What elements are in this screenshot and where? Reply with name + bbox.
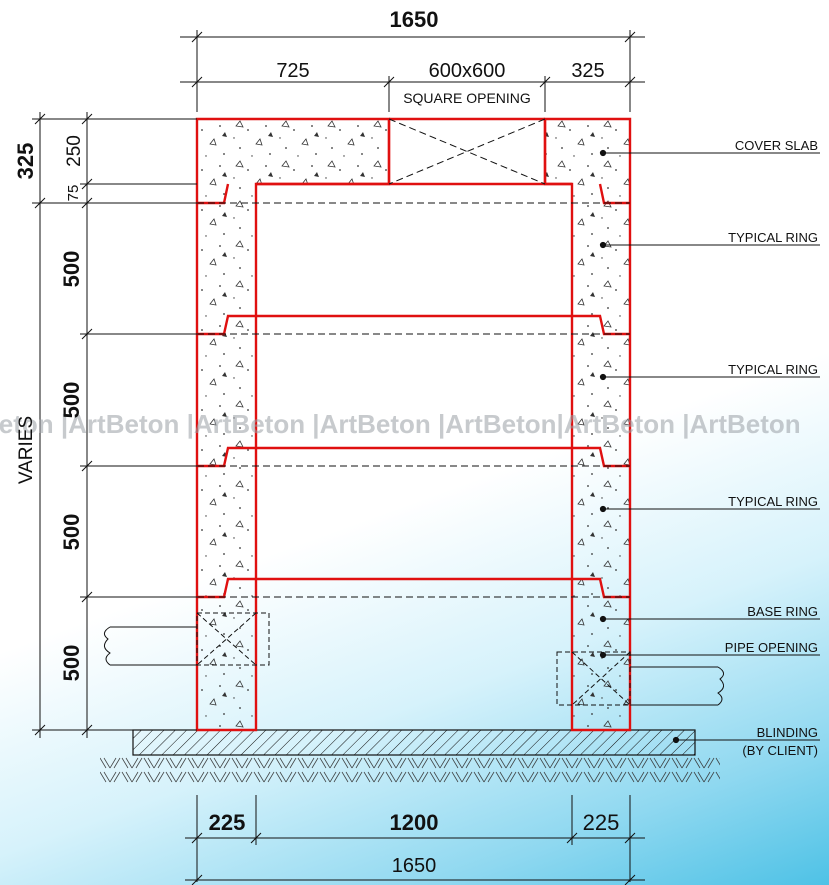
slab-total-dim: 325 [13, 143, 38, 180]
label-base-ring: BASE RING [747, 604, 818, 619]
ring-height-dim-2: 500 [59, 382, 84, 419]
bottom-mid-dim: 1200 [390, 810, 439, 835]
top-dimension-lines [180, 30, 645, 112]
label-blinding: BLINDING [757, 725, 818, 740]
label-typical-ring-3: TYPICAL RING [728, 494, 818, 509]
blinding-layer [132, 729, 696, 756]
concrete-fill [197, 119, 630, 730]
ring-height-dim-4: 500 [59, 645, 84, 682]
label-blinding-by-client: (BY CLIENT) [742, 743, 818, 758]
label-typical-ring-1: TYPICAL RING [728, 230, 818, 245]
joint-dashed-lines [197, 202, 630, 598]
top-right-dim: 325 [571, 60, 604, 82]
ring-height-dim-3: 500 [59, 514, 84, 551]
bottom-total-dim: 1650 [392, 855, 437, 877]
bottom-dimension-lines [185, 795, 645, 885]
bottom-right-dim: 225 [583, 810, 620, 835]
soil-hatch [100, 755, 720, 785]
top-total-dim: 1650 [390, 7, 439, 32]
varies-dim: VARIES [16, 416, 37, 484]
leader-lines [599, 149, 820, 744]
pipe-opening-right [556, 651, 724, 706]
top-opening-dim: 600x600 [429, 60, 506, 82]
slab-step-dim: 75 [65, 185, 82, 202]
label-cover-slab: COVER SLAB [735, 138, 818, 153]
top-left-dim: 725 [276, 60, 309, 82]
left-dimension-lines [32, 112, 197, 738]
square-opening-note: SQUARE OPENING [403, 90, 531, 106]
label-pipe-opening: PIPE OPENING [725, 640, 818, 655]
ring-height-dim-1: 500 [59, 251, 84, 288]
watermark-text: Beton |ArtBeton |ArtBeton |ArtBeton |Art… [0, 409, 801, 439]
slab-thickness-dim: 250 [64, 135, 85, 167]
square-opening-x [388, 118, 546, 185]
bottom-left-dim: 225 [209, 810, 246, 835]
pipe-opening-left [104, 612, 270, 666]
label-typical-ring-2: TYPICAL RING [728, 362, 818, 377]
